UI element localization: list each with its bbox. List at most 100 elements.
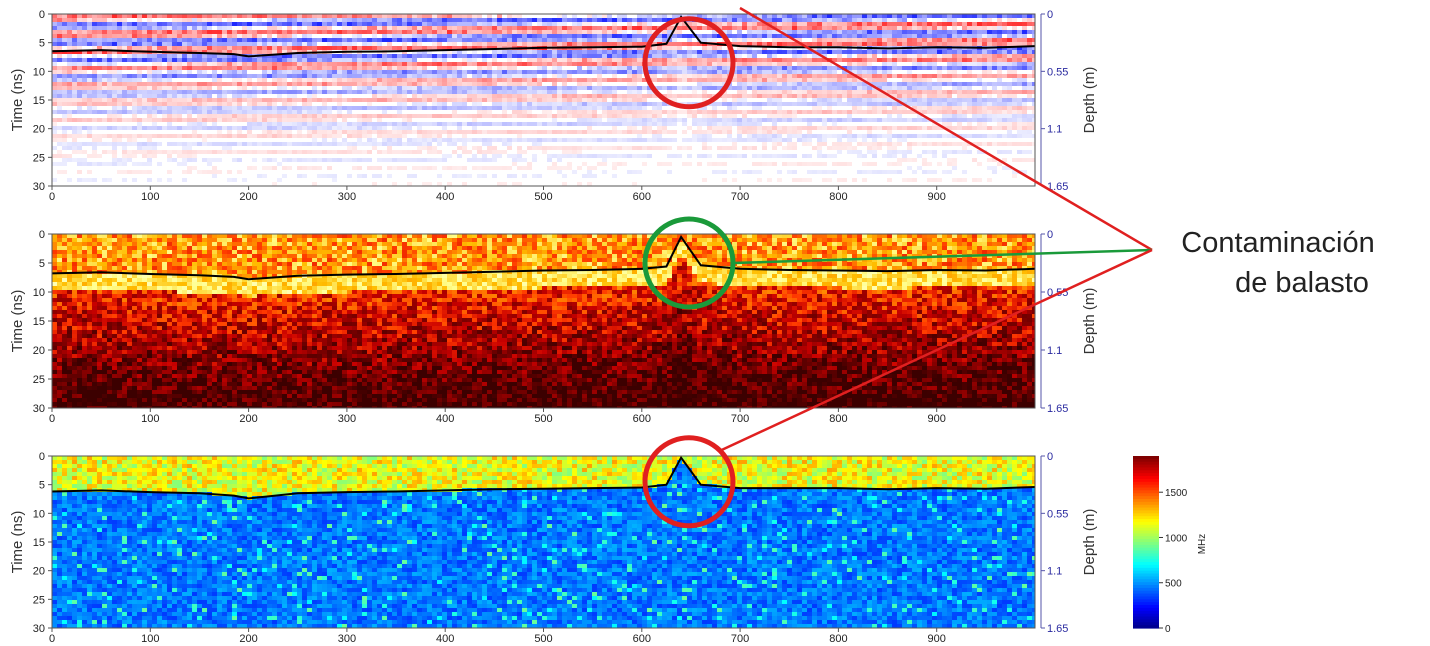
image-cell: [557, 86, 562, 90]
image-cell: [432, 78, 437, 82]
image-cell: [192, 122, 197, 126]
image-cell: [827, 126, 832, 130]
image-cell: [817, 38, 822, 42]
image-cell: [987, 26, 992, 30]
image-cell: [922, 38, 927, 42]
image-cell: [467, 90, 472, 94]
image-cell: [697, 70, 702, 74]
image-cell: [197, 94, 202, 98]
image-cell: [57, 14, 62, 18]
image-cell: [577, 26, 582, 30]
image-cell: [377, 86, 382, 90]
image-cell: [482, 46, 487, 50]
image-cell: [297, 54, 302, 58]
image-cell: [222, 62, 227, 66]
image-cell: [877, 106, 882, 110]
image-cell: [527, 98, 532, 102]
image-cell: [572, 50, 577, 54]
image-cell: [957, 50, 962, 54]
image-cell: [292, 66, 297, 70]
image-cell: [367, 66, 372, 70]
image-cell: [622, 78, 627, 82]
image-cell: [457, 30, 462, 34]
image-cell: [632, 110, 637, 114]
image-cell: [742, 98, 747, 102]
image-cell: [492, 50, 497, 54]
image-cell: [942, 114, 947, 118]
image-cell: [182, 82, 187, 86]
image-cell: [127, 118, 132, 122]
image-cell: [637, 58, 642, 62]
image-cell: [982, 110, 987, 114]
image-cell: [777, 94, 782, 98]
image-cell: [532, 18, 537, 22]
image-cell: [187, 82, 192, 86]
image-cell: [202, 18, 207, 22]
image-cell: [287, 30, 292, 34]
image-cell: [252, 62, 257, 66]
image-cell: [257, 118, 262, 122]
image-cell: [202, 62, 207, 66]
image-cell: [662, 46, 667, 50]
image-cell: [232, 78, 237, 82]
image-cell: [772, 94, 777, 98]
image-cell: [622, 42, 627, 46]
image-cell: [557, 42, 562, 46]
image-cell: [417, 18, 422, 22]
image-cell: [267, 106, 272, 110]
image-cell: [202, 66, 207, 70]
image-cell: [892, 26, 897, 30]
image-cell: [727, 22, 732, 26]
image-cell: [787, 58, 792, 62]
image-cell: [912, 14, 917, 18]
image-cell: [112, 78, 117, 82]
image-cell: [192, 38, 197, 42]
image-cell: [57, 66, 62, 70]
image-cell: [942, 78, 947, 82]
image-cell: [532, 78, 537, 82]
image-cell: [612, 94, 617, 98]
image-cell: [952, 118, 957, 122]
image-cell: [497, 86, 502, 90]
image-cell: [177, 42, 182, 46]
image-cell: [652, 94, 657, 98]
image-cell: [622, 98, 627, 102]
image-cell: [717, 50, 722, 54]
image-cell: [552, 22, 557, 26]
image-cell: [742, 122, 747, 126]
image-cell: [622, 122, 627, 126]
image-cell: [782, 86, 787, 90]
image-cell: [347, 22, 352, 26]
image-cell: [922, 22, 927, 26]
image-cell: [602, 50, 607, 54]
image-cell: [542, 50, 547, 54]
image-cell: [1017, 46, 1022, 50]
image-cell: [147, 34, 152, 38]
image-cell: [307, 102, 312, 106]
image-cell: [597, 70, 602, 74]
image-cell: [492, 114, 497, 118]
image-cell: [607, 50, 612, 54]
image-cell: [662, 34, 667, 38]
image-cell: [847, 78, 852, 82]
image-cell: [832, 98, 837, 102]
image-cell: [782, 50, 787, 54]
image-cell: [147, 90, 152, 94]
image-cell: [437, 86, 442, 90]
image-cell: [762, 90, 767, 94]
image-cell: [1032, 14, 1035, 18]
image-cell: [492, 98, 497, 102]
image-cell: [667, 30, 672, 34]
image-cell: [662, 66, 667, 70]
image-cell: [812, 26, 817, 30]
image-cell: [667, 94, 672, 98]
image-cell: [492, 26, 497, 30]
image-cell: [287, 70, 292, 74]
image-cell: [202, 98, 207, 102]
image-cell: [627, 78, 632, 82]
image-cell: [447, 30, 452, 34]
image-cell: [227, 58, 232, 62]
image-cell: [732, 42, 737, 46]
image-cell: [407, 74, 412, 78]
image-cell: [802, 102, 807, 106]
